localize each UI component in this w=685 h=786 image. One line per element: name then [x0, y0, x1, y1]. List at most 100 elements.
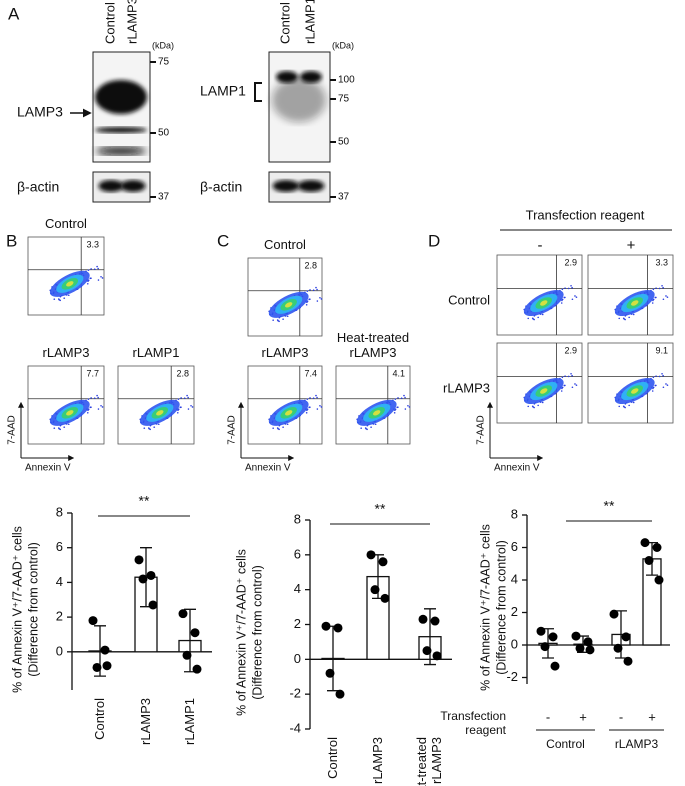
- panel-label: C: [217, 231, 229, 250]
- flow-event: [628, 404, 630, 407]
- flow-frame: [587, 254, 674, 336]
- flow-event: [315, 286, 317, 289]
- label-group: Control: [264, 237, 306, 252]
- flow-event: [319, 404, 321, 407]
- quadrant-value: 3.3: [86, 239, 99, 249]
- marker-label: 75: [338, 94, 350, 105]
- flow-density: [373, 410, 381, 416]
- marker-label: 75: [158, 57, 170, 68]
- blot-band: [95, 127, 147, 133]
- flow-event: [662, 286, 664, 289]
- y-tick-label: 6: [294, 546, 301, 561]
- flow-event: [567, 375, 570, 378]
- flow-event: [97, 396, 99, 399]
- flow-event: [306, 408, 309, 410]
- blot-band: [272, 78, 326, 122]
- data-point: [422, 646, 432, 656]
- data-point: [192, 664, 202, 674]
- y-tick-label: 4: [56, 574, 63, 589]
- flow-event: [143, 427, 146, 429]
- actin-band: [272, 180, 300, 192]
- flow-event: [96, 265, 98, 268]
- data-point: [138, 574, 148, 584]
- label: rLAMP3: [261, 345, 309, 361]
- flow-event: [662, 298, 665, 301]
- label: Control: [45, 216, 87, 232]
- flow-event: [571, 374, 573, 377]
- label-box: rLAMP3: [261, 345, 309, 361]
- flow-y-axis: 7-AAD: [227, 415, 238, 444]
- data-point: [378, 557, 388, 567]
- flow-frame: [496, 254, 583, 336]
- label: Control: [324, 737, 340, 779]
- data-point: [333, 623, 343, 633]
- quadrant-value: 9.1: [655, 345, 668, 355]
- flow-event: [570, 284, 572, 287]
- flow-x-axis: Annexin V: [494, 463, 540, 474]
- flow-density: [631, 388, 639, 394]
- column-label: -: [538, 237, 543, 254]
- flow-event: [396, 406, 398, 409]
- blot-frame-line: [92, 51, 151, 163]
- flow-event: [272, 319, 274, 321]
- label-box: Transfection reagent: [440, 709, 506, 737]
- flow-event: [101, 406, 104, 408]
- flow-event: [374, 423, 377, 426]
- label: Control: [91, 698, 107, 740]
- marker-label: 100: [338, 75, 355, 86]
- flow-event: [187, 396, 189, 399]
- flow-event: [308, 298, 310, 301]
- flow-event: [403, 394, 405, 397]
- flow-event: [537, 316, 539, 319]
- data-point: [190, 628, 200, 638]
- flow-event: [100, 404, 102, 407]
- flow-event: [87, 279, 90, 281]
- flow-event: [533, 406, 535, 409]
- flow-event: [87, 269, 90, 271]
- flow-event: [89, 277, 92, 280]
- flow-event: [87, 408, 90, 410]
- data-point: [640, 538, 650, 548]
- flow-event: [320, 406, 323, 408]
- flow-header: Transfection reagent: [526, 207, 645, 222]
- label-group: rLAMP3: [370, 737, 385, 784]
- data-point: [366, 550, 376, 560]
- flow-event: [86, 412, 89, 414]
- label-group: Control: [91, 698, 107, 740]
- flow-density: [540, 388, 548, 394]
- data-point: [652, 543, 662, 552]
- actin-band: [120, 180, 146, 192]
- panel-label: B: [6, 231, 17, 250]
- flow-event: [316, 288, 318, 291]
- flow-event: [564, 287, 566, 289]
- flow-event: [306, 398, 309, 400]
- flow-y-axis: 7-AAD: [476, 415, 487, 444]
- flow-event: [570, 372, 572, 375]
- flow-event: [315, 394, 317, 397]
- lane-label: Control: [277, 2, 292, 44]
- flow-event: [537, 404, 539, 407]
- quadrant-value: 2.8: [176, 368, 189, 378]
- flow-event: [366, 428, 368, 431]
- flow-density: [285, 302, 293, 308]
- flow-event: [89, 406, 92, 409]
- label-box: Control: [324, 737, 340, 779]
- flow-event: [404, 396, 406, 399]
- data-point: [321, 621, 331, 631]
- flow-event: [97, 279, 100, 281]
- data-point: [575, 643, 585, 653]
- y-tick-label: 2: [56, 609, 63, 624]
- flow-event: [571, 286, 573, 289]
- data-point: [325, 668, 335, 678]
- data-point: [585, 645, 595, 655]
- y-tick-label: 6: [56, 539, 63, 554]
- flow-event: [662, 386, 665, 389]
- flow-event: [63, 297, 66, 299]
- data-point: [550, 661, 560, 671]
- flow-event: [309, 397, 311, 399]
- quadrant-value: 7.7: [86, 368, 99, 378]
- significance: **: [139, 493, 150, 509]
- target-label: LAMP1: [200, 83, 246, 99]
- flow-event: [191, 406, 194, 408]
- significance: **: [604, 498, 615, 514]
